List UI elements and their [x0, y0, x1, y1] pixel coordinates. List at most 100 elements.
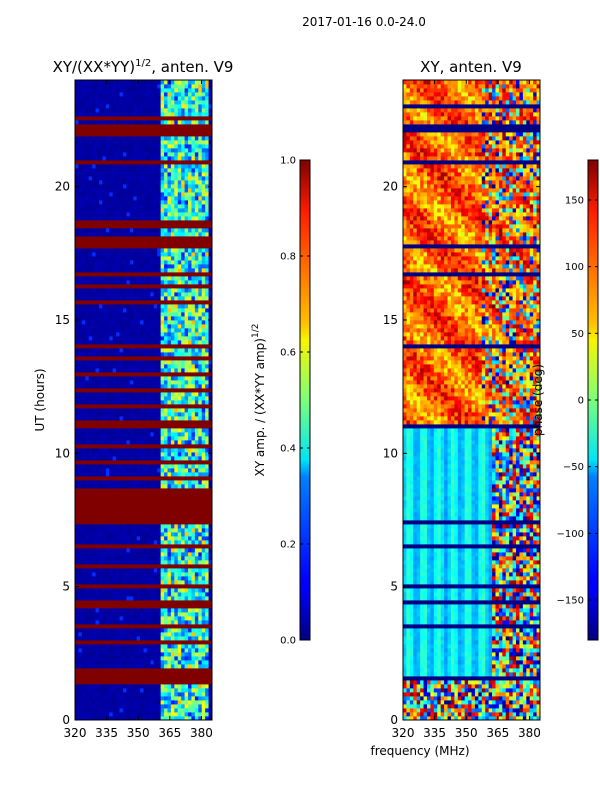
heatmap-cell	[98, 544, 103, 549]
heatmap-cell	[129, 476, 134, 481]
heatmap-cell	[140, 236, 144, 241]
heatmap-cell	[191, 560, 196, 565]
heatmap-cell	[174, 400, 179, 405]
heatmap-cell	[181, 648, 185, 653]
heatmap-cell	[78, 344, 83, 349]
heatmap-cell	[140, 396, 144, 401]
heatmap-cell	[184, 388, 189, 393]
heatmap-cell	[150, 464, 155, 469]
heatmap-cell	[98, 600, 103, 605]
heatmap-cell	[167, 308, 172, 313]
heatmap-cell	[194, 548, 199, 553]
heatmap-cell	[153, 284, 158, 289]
heatmap-cell	[98, 464, 103, 469]
heatmap-cell	[146, 616, 151, 621]
heatmap-cell	[194, 304, 199, 309]
heatmap-cell	[133, 684, 138, 689]
heatmap-cell	[167, 304, 172, 309]
heatmap-cell	[177, 560, 182, 565]
heatmap-cell	[140, 644, 144, 649]
heatmap-cell	[85, 716, 90, 720]
heatmap-cell	[167, 364, 172, 369]
heatmap-cell	[105, 284, 110, 289]
heatmap-cell	[160, 380, 165, 385]
heatmap-cell	[174, 676, 179, 681]
heatmap-cell	[140, 300, 144, 305]
heatmap-cell	[140, 616, 144, 621]
heatmap-cell	[85, 680, 90, 685]
heatmap-cell	[198, 312, 203, 317]
heatmap-cell	[164, 356, 168, 361]
heatmap-cell	[126, 328, 131, 333]
heatmap-cell	[75, 476, 79, 481]
heatmap-cell	[116, 368, 120, 373]
heatmap-cell	[126, 504, 131, 509]
heatmap-cell	[116, 596, 120, 601]
heatmap-cell	[75, 624, 79, 629]
heatmap-cell	[174, 612, 179, 617]
heatmap-cell	[116, 248, 120, 253]
heatmap-cell	[119, 252, 124, 257]
heatmap-cell	[184, 424, 189, 429]
heatmap-cell	[122, 332, 127, 337]
heatmap-cell	[133, 540, 138, 545]
heatmap-cell	[92, 660, 96, 665]
heatmap-cell	[81, 708, 86, 713]
heatmap-cell	[205, 236, 209, 241]
heatmap-cell	[75, 352, 79, 357]
heatmap-cell	[208, 356, 212, 361]
heatmap-cell	[208, 284, 212, 289]
heatmap-cell	[119, 292, 124, 297]
heatmap-cell	[116, 428, 120, 433]
heatmap-cell	[122, 528, 127, 533]
heatmap-cell	[181, 644, 185, 649]
heatmap-cell	[194, 412, 199, 417]
heatmap-cell	[112, 464, 117, 469]
heatmap-cell	[184, 380, 189, 385]
heatmap-cell	[95, 612, 100, 617]
heatmap-cell	[201, 236, 206, 241]
heatmap-cell	[105, 588, 110, 593]
heatmap-cell	[105, 368, 110, 373]
heatmap-cell	[102, 704, 107, 709]
heatmap-cell	[75, 700, 79, 705]
heatmap-cell	[205, 524, 209, 529]
heatmap-cell	[122, 572, 127, 577]
heatmap-cell	[160, 364, 165, 369]
heatmap-cell	[181, 568, 185, 573]
heatmap-cell	[105, 708, 110, 713]
heatmap-cell	[177, 260, 182, 265]
heatmap-cell	[85, 332, 90, 337]
heatmap-cell	[184, 492, 189, 497]
heatmap-cell	[85, 436, 90, 441]
heatmap-cell	[201, 344, 206, 349]
heatmap-cell	[98, 396, 103, 401]
heatmap-cell	[208, 404, 212, 409]
heatmap-cell	[136, 688, 141, 693]
heatmap-cell	[143, 620, 148, 625]
heatmap-cell	[181, 672, 185, 677]
heatmap-cell	[133, 432, 138, 437]
heatmap-cell	[98, 424, 103, 429]
heatmap-cell	[95, 564, 100, 569]
heatmap-cell	[146, 420, 151, 425]
heatmap-cell	[126, 652, 131, 657]
heatmap-cell	[170, 564, 175, 569]
heatmap-cell	[170, 420, 175, 425]
heatmap-cell	[201, 396, 206, 401]
heatmap-cell	[160, 276, 165, 281]
heatmap-cell	[191, 404, 196, 409]
heatmap-cell	[150, 628, 155, 633]
heatmap-cell	[164, 256, 168, 261]
heatmap-cell	[75, 524, 79, 529]
heatmap-cell	[105, 528, 110, 533]
heatmap-cell	[205, 320, 209, 325]
heatmap-cell	[116, 488, 120, 493]
heatmap-cell	[177, 572, 182, 577]
heatmap-cell	[102, 244, 107, 249]
heatmap-cell	[146, 444, 151, 449]
heatmap-cell	[75, 672, 79, 677]
heatmap-cell	[164, 572, 168, 577]
heatmap-cell	[95, 280, 100, 285]
heatmap-cell	[133, 324, 138, 329]
